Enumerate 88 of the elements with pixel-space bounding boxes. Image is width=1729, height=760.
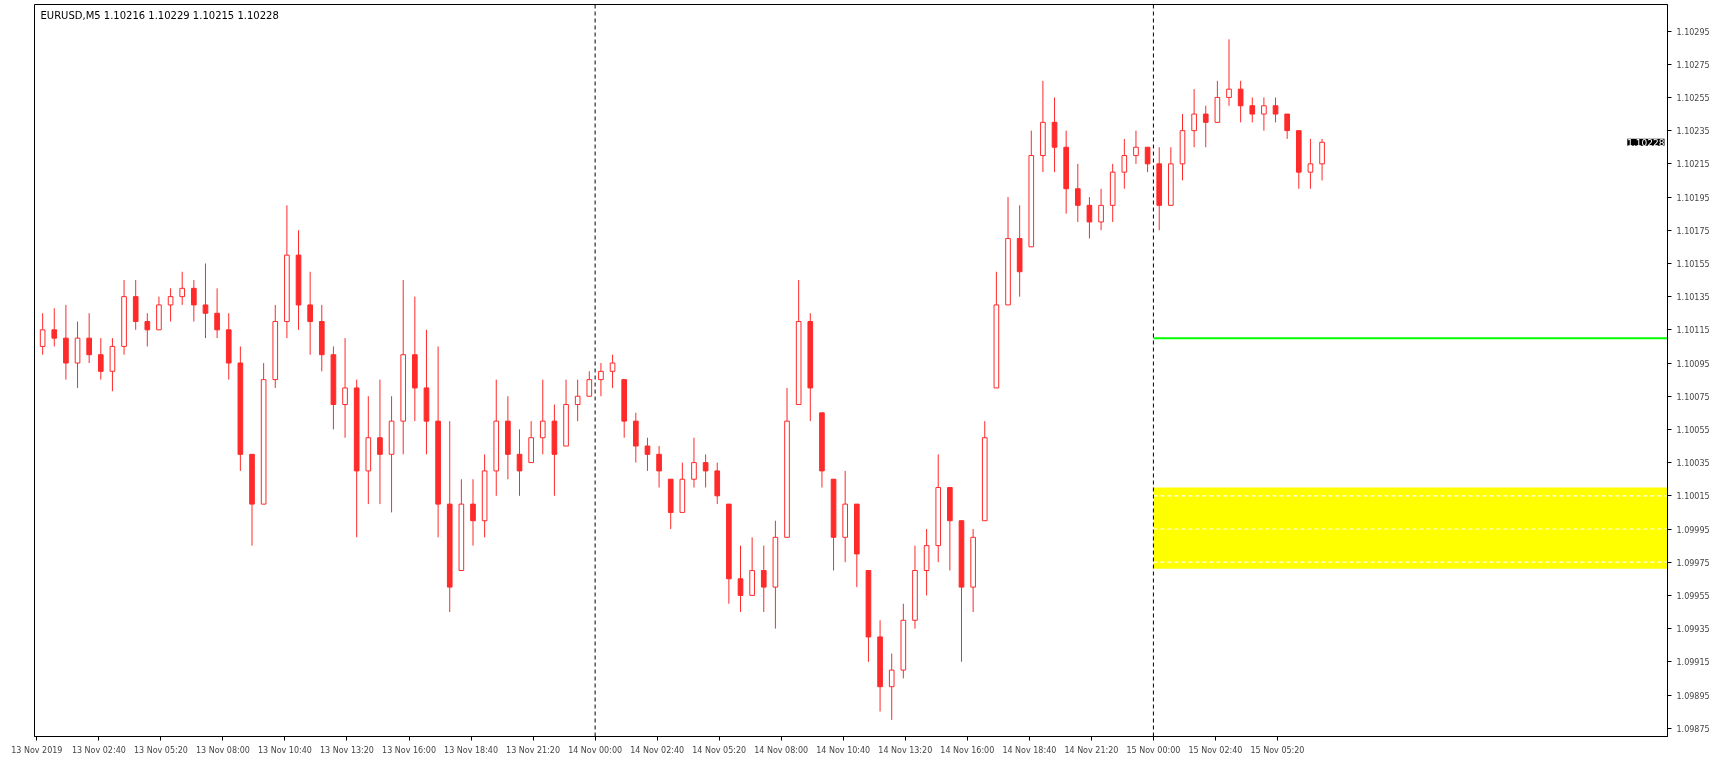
x-tick-label: 15 Nov 05:20 [1250,745,1305,755]
candlestick [1086,196,1093,240]
x-tick-label: 14 Nov 05:20 [692,745,747,755]
y-tick-label: 1.09995 [1676,525,1710,535]
candlestick [470,478,476,547]
y-tick-label: 1.10035 [1676,459,1710,469]
candlestick [1307,138,1314,190]
candlestick [1319,138,1325,181]
x-tick-label: 14 Nov 00:00 [568,745,623,755]
candlestick [214,287,220,339]
x-tick-label: 13 Nov 08:00 [195,745,250,755]
candlestick [1202,105,1209,148]
x-tick-label: 13 Nov 10:40 [257,745,312,755]
x-tick-label: 15 Nov 02:40 [1188,745,1243,755]
candlestick [167,287,174,323]
candlestick [86,312,92,364]
y-tick-label: 1.09935 [1676,625,1710,635]
x-tick-label: 14 Nov 10:40 [816,745,871,755]
candlestick [760,545,767,613]
candlestick [191,279,197,323]
candlestick [1121,138,1128,190]
x-tick-label: 15 Nov 00:00 [1126,745,1181,755]
y-tick-label: 1.10235 [1676,127,1710,137]
candlestick [702,453,709,489]
x-tick-label: 13 Nov 13:20 [320,745,374,755]
x-tick-label: 13 Nov 05:20 [133,745,188,755]
candlestick [586,370,593,397]
y-tick-label: 1.10055 [1676,425,1710,435]
candlestick [516,428,523,497]
x-tick-label: 14 Nov 18:40 [1002,745,1057,755]
candlestick [539,379,546,455]
candlestick [51,307,58,347]
candlestick [1144,146,1151,173]
candlestick [144,312,151,347]
candlestick [609,354,616,389]
x-tick-label: 13 Nov 2019 [11,745,63,755]
x-tick-label: 14 Nov 13:20 [878,745,933,755]
candlestick [656,445,662,489]
candlestick [644,437,651,472]
candlestick [1226,38,1232,107]
x-tick-label: 14 Nov 16:00 [940,745,995,755]
candlestick [377,379,383,505]
y-tick-label: 1.10255 [1676,93,1710,103]
x-tick-label: 13 Nov 02:40 [71,745,126,755]
candlestick [342,337,348,439]
candlestick [1272,96,1279,123]
candlestick [737,545,744,613]
candlestick [1191,88,1197,148]
candlestick [574,379,581,422]
x-tick-label: 14 Nov 21:20 [1064,745,1119,755]
candlestick [1237,80,1244,123]
y-tick-label: 1.10015 [1676,492,1710,502]
candlestick [691,437,697,489]
y-tick-label: 1.10155 [1676,259,1710,269]
y-tick-label: 1.10135 [1676,293,1710,303]
candlestick [1133,130,1139,165]
candlestick [1249,96,1256,123]
y-tick-label: 1.09875 [1676,724,1710,734]
x-tick-label: 14 Nov 02:40 [630,745,685,755]
candlestick [307,271,313,356]
x-tick-label: 13 Nov 21:20 [506,745,561,755]
y-tick-label: 1.09895 [1676,691,1710,701]
y-tick-label: 1.10195 [1676,193,1710,203]
candlestick [1284,113,1290,140]
candlestick [39,312,46,356]
y-tick-label: 1.09915 [1676,658,1710,668]
candlestick [1098,188,1104,231]
annotation: 1.10228 [1627,137,1665,148]
candlestick [179,271,186,306]
y-tick-label: 1.10115 [1676,326,1710,336]
y-tick-label: 1.10075 [1676,392,1710,402]
candlestick [1074,163,1081,223]
y-tick-label: 1.10275 [1676,60,1710,70]
candlestick [202,262,209,339]
candlestick [888,653,895,721]
candlestick [1261,96,1267,132]
y-tick-label: 1.09955 [1676,591,1710,601]
x-tick-label: 13 Nov 16:00 [382,745,436,755]
candlestick [598,362,604,397]
y-tick-label: 1.10175 [1676,226,1710,236]
y-tick-label: 1.10215 [1676,160,1710,170]
x-tick-label: 13 Nov 18:40 [444,745,499,755]
y-tick-label: 1.10295 [1676,27,1710,37]
y-tick-label: 1.10095 [1676,359,1710,369]
candlestick [97,337,104,381]
x-tick-label: 14 Nov 08:00 [754,745,809,755]
y-tick-label: 1.09975 [1676,558,1710,568]
text: EURUSD,M5 1.10216 1.10229 1.10215 1.10228 [40,9,279,21]
